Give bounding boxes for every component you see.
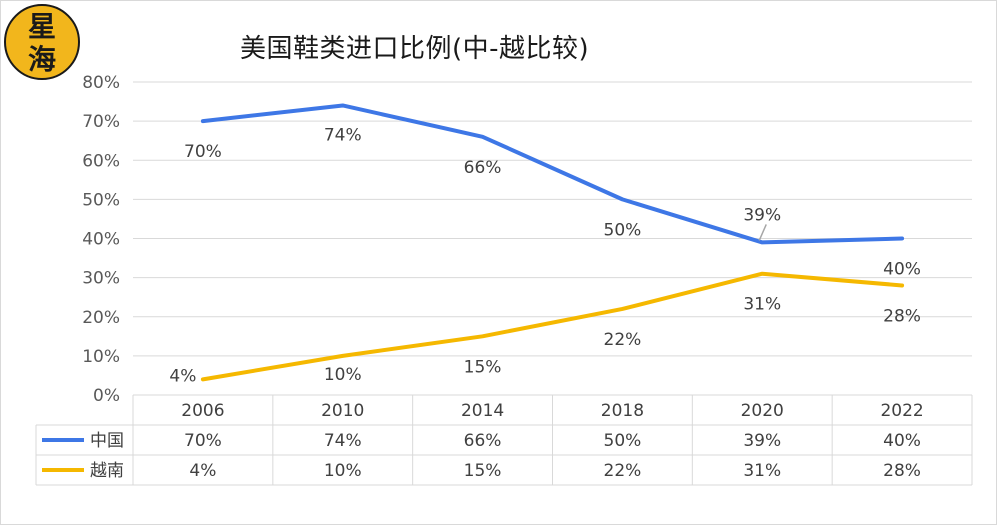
data-labels: 70% 74% 66% 50% 39% 40% 4% 10% 15% 22% 31% 28% (169, 125, 921, 386)
data-label: 4% (169, 366, 196, 386)
table-cell-value: 70% (184, 431, 222, 451)
xinghai-logo: 星 海 (4, 4, 80, 80)
table-cell-value: 66% (464, 431, 502, 451)
y-axis-ticks: 0% 10% 20% 30% 40% 50% 60% 70% 80% (82, 73, 120, 406)
table-cell-value: 39% (743, 431, 781, 451)
logo-char-1: 星 (28, 10, 56, 43)
data-label: 39% (743, 205, 781, 225)
x-category-label: 2010 (321, 401, 364, 421)
data-label: 40% (883, 260, 921, 280)
table-cell-value: 15% (464, 461, 502, 481)
table-cell-value: 31% (743, 461, 781, 481)
data-label: 66% (464, 158, 502, 178)
table-cell-value: 22% (604, 461, 642, 481)
y-tick-label: 30% (82, 269, 120, 289)
x-category-label: 2006 (181, 401, 224, 421)
y-tick-label: 0% (93, 386, 120, 406)
y-tick-label: 10% (82, 347, 120, 367)
table-cell-value: 50% (604, 431, 642, 451)
y-tick-label: 40% (82, 230, 120, 250)
data-label: 22% (604, 330, 642, 350)
table-cell-value: 28% (883, 461, 921, 481)
y-tick-label: 80% (82, 73, 120, 93)
chart-title: 美国鞋类进口比例(中-越比较) (240, 34, 590, 64)
data-label: 10% (324, 365, 362, 385)
table-cell-value: 10% (324, 461, 362, 481)
data-table: 2006 2010 2014 2018 2020 2022 中国 70% 74% 66% 50% 39… (35, 394, 973, 486)
series-line (200, 103, 905, 245)
data-label: 70% (184, 142, 222, 162)
label-leader-line (758, 224, 767, 241)
y-tick-label: 50% (82, 190, 120, 210)
data-label: 74% (324, 125, 362, 145)
data-label: 28% (883, 306, 921, 326)
data-label: 15% (464, 357, 502, 377)
table-cell-value: 74% (324, 431, 362, 451)
x-category-label: 2020 (741, 401, 784, 421)
series-lines (200, 103, 905, 382)
table-cell-value: 4% (189, 461, 216, 481)
series-line (200, 271, 905, 382)
data-label: 50% (604, 220, 642, 240)
logo-char-2: 海 (28, 43, 56, 76)
x-category-label: 2014 (461, 401, 504, 421)
table-cell-value: 40% (883, 431, 921, 451)
y-tick-label: 20% (82, 308, 120, 328)
y-tick-label: 60% (82, 151, 120, 171)
x-category-label: 2022 (880, 401, 923, 421)
legend-series-name: 越南 (90, 461, 124, 481)
y-tick-label: 70% (82, 112, 120, 132)
legend-series-name: 中国 (90, 431, 124, 451)
data-label: 31% (743, 295, 781, 315)
x-category-label: 2018 (601, 401, 644, 421)
